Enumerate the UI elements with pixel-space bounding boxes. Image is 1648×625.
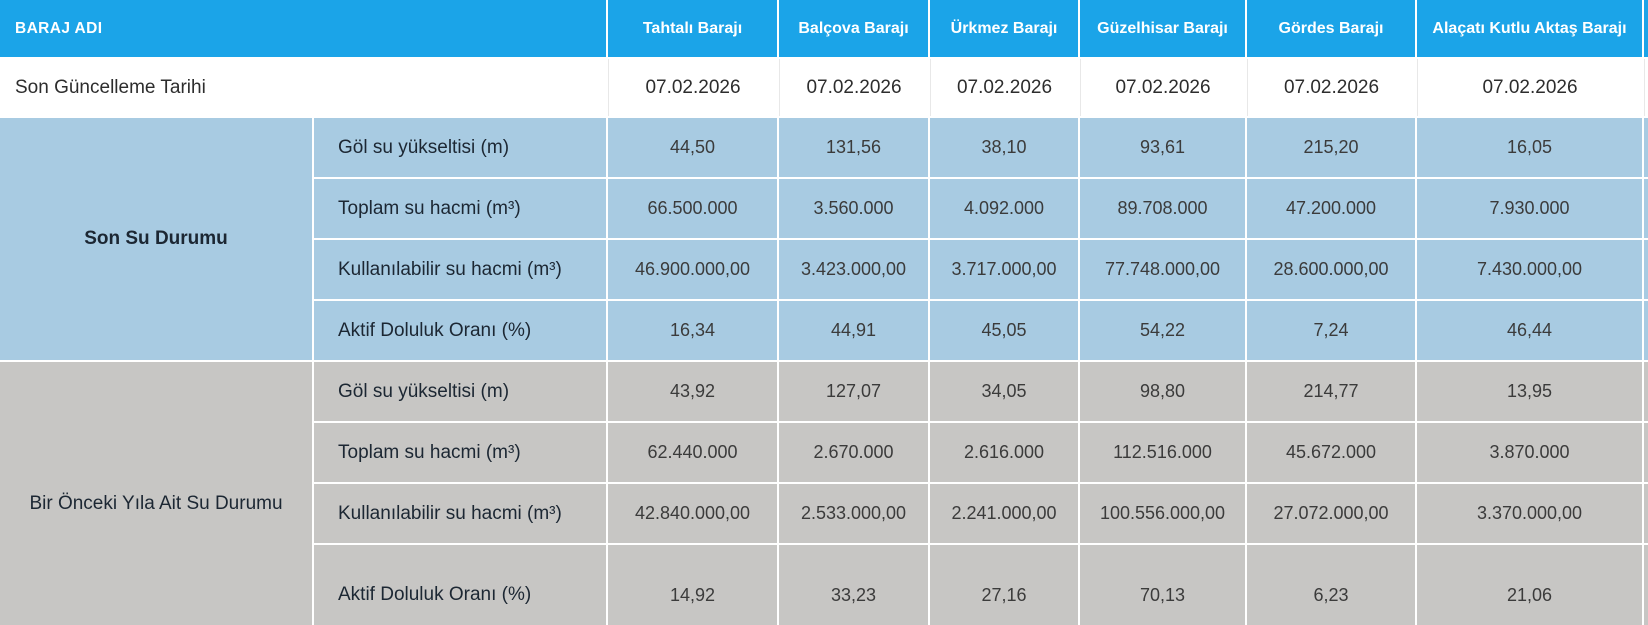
update-date-cell: 07.02.2026 bbox=[1080, 59, 1245, 116]
update-date-cell: 07.02.2026 bbox=[930, 59, 1078, 116]
next-column-sliver bbox=[1644, 301, 1648, 360]
value-cell: 6,23 bbox=[1247, 545, 1415, 625]
value-cell: 2.616.000 bbox=[930, 423, 1078, 482]
value-cell: 127,07 bbox=[779, 362, 928, 421]
value-cell: 7.430.000,00 bbox=[1417, 240, 1642, 299]
value-cell: 45,05 bbox=[930, 301, 1078, 360]
value-cell: 70,13 bbox=[1080, 545, 1245, 625]
update-date-cell: 07.02.2026 bbox=[779, 59, 928, 116]
section-title-previous-year: Bir Önceki Yıla Ait Su Durumu bbox=[0, 362, 312, 625]
value-cell: 27,16 bbox=[930, 545, 1078, 625]
value-cell: 3.560.000 bbox=[779, 179, 928, 238]
value-cell: 112.516.000 bbox=[1080, 423, 1245, 482]
value-cell: 16,34 bbox=[608, 301, 777, 360]
value-cell: 2.241.000,00 bbox=[930, 484, 1078, 543]
value-cell: 66.500.000 bbox=[608, 179, 777, 238]
row-label-total-volume: Toplam su hacmi (m³) bbox=[314, 423, 606, 482]
value-cell: 100.556.000,00 bbox=[1080, 484, 1245, 543]
value-cell: 3.870.000 bbox=[1417, 423, 1642, 482]
row-label-usable-volume: Kullanılabilir su hacmi (m³) bbox=[314, 240, 606, 299]
value-cell: 62.440.000 bbox=[608, 423, 777, 482]
next-column-sliver bbox=[1644, 423, 1648, 482]
value-cell: 46,44 bbox=[1417, 301, 1642, 360]
dam-header-tahtali: Tahtalı Barajı bbox=[608, 0, 777, 57]
next-column-sliver bbox=[1644, 545, 1648, 625]
next-column-sliver bbox=[1644, 118, 1648, 177]
value-cell: 27.072.000,00 bbox=[1247, 484, 1415, 543]
row-label-lake-level: Göl su yükseltisi (m) bbox=[314, 362, 606, 421]
value-cell: 34,05 bbox=[930, 362, 1078, 421]
value-cell: 14,92 bbox=[608, 545, 777, 625]
value-cell: 7.930.000 bbox=[1417, 179, 1642, 238]
value-cell: 47.200.000 bbox=[1247, 179, 1415, 238]
dam-header-alacati: Alaçatı Kutlu Aktaş Barajı bbox=[1417, 0, 1642, 57]
next-column-sliver bbox=[1644, 59, 1648, 116]
value-cell: 28.600.000,00 bbox=[1247, 240, 1415, 299]
next-column-sliver bbox=[1644, 240, 1648, 299]
next-column-sliver bbox=[1644, 0, 1648, 57]
value-cell: 4.092.000 bbox=[930, 179, 1078, 238]
value-cell: 214,77 bbox=[1247, 362, 1415, 421]
row-label-fill-rate: Aktif Doluluk Oranı (%) bbox=[314, 301, 606, 360]
next-column-sliver bbox=[1644, 179, 1648, 238]
value-cell: 89.708.000 bbox=[1080, 179, 1245, 238]
next-column-sliver bbox=[1644, 362, 1648, 421]
value-cell: 77.748.000,00 bbox=[1080, 240, 1245, 299]
update-date-cell: 07.02.2026 bbox=[1417, 59, 1642, 116]
value-cell: 43,92 bbox=[608, 362, 777, 421]
next-column-sliver bbox=[1644, 484, 1648, 543]
table-title-cell: BARAJ ADI bbox=[0, 0, 606, 57]
update-date-cell: 07.02.2026 bbox=[608, 59, 777, 116]
value-cell: 3.717.000,00 bbox=[930, 240, 1078, 299]
dam-header-guzelhisar: Güzelhisar Barajı bbox=[1080, 0, 1245, 57]
section-title-current: Son Su Durumu bbox=[0, 118, 312, 360]
value-cell: 7,24 bbox=[1247, 301, 1415, 360]
update-date-cell: 07.02.2026 bbox=[1247, 59, 1415, 116]
dam-header-urkmez: Ürkmez Barajı bbox=[930, 0, 1078, 57]
value-cell: 21,06 bbox=[1417, 545, 1642, 625]
value-cell: 93,61 bbox=[1080, 118, 1245, 177]
dam-header-gordes: Gördes Barajı bbox=[1247, 0, 1415, 57]
value-cell: 46.900.000,00 bbox=[608, 240, 777, 299]
value-cell: 2.533.000,00 bbox=[779, 484, 928, 543]
row-label-fill-rate: Aktif Doluluk Oranı (%) bbox=[314, 545, 606, 625]
update-date-label: Son Güncelleme Tarihi bbox=[0, 59, 606, 116]
value-cell: 45.672.000 bbox=[1247, 423, 1415, 482]
row-label-lake-level: Göl su yükseltisi (m) bbox=[314, 118, 606, 177]
value-cell: 2.670.000 bbox=[779, 423, 928, 482]
value-cell: 131,56 bbox=[779, 118, 928, 177]
value-cell: 98,80 bbox=[1080, 362, 1245, 421]
row-label-usable-volume: Kullanılabilir su hacmi (m³) bbox=[314, 484, 606, 543]
value-cell: 3.423.000,00 bbox=[779, 240, 928, 299]
value-cell: 44,91 bbox=[779, 301, 928, 360]
value-cell: 16,05 bbox=[1417, 118, 1642, 177]
row-label-total-volume: Toplam su hacmi (m³) bbox=[314, 179, 606, 238]
value-cell: 42.840.000,00 bbox=[608, 484, 777, 543]
value-cell: 3.370.000,00 bbox=[1417, 484, 1642, 543]
value-cell: 38,10 bbox=[930, 118, 1078, 177]
value-cell: 215,20 bbox=[1247, 118, 1415, 177]
value-cell: 44,50 bbox=[608, 118, 777, 177]
value-cell: 33,23 bbox=[779, 545, 928, 625]
value-cell: 13,95 bbox=[1417, 362, 1642, 421]
dam-header-balcova: Balçova Barajı bbox=[779, 0, 928, 57]
value-cell: 54,22 bbox=[1080, 301, 1245, 360]
